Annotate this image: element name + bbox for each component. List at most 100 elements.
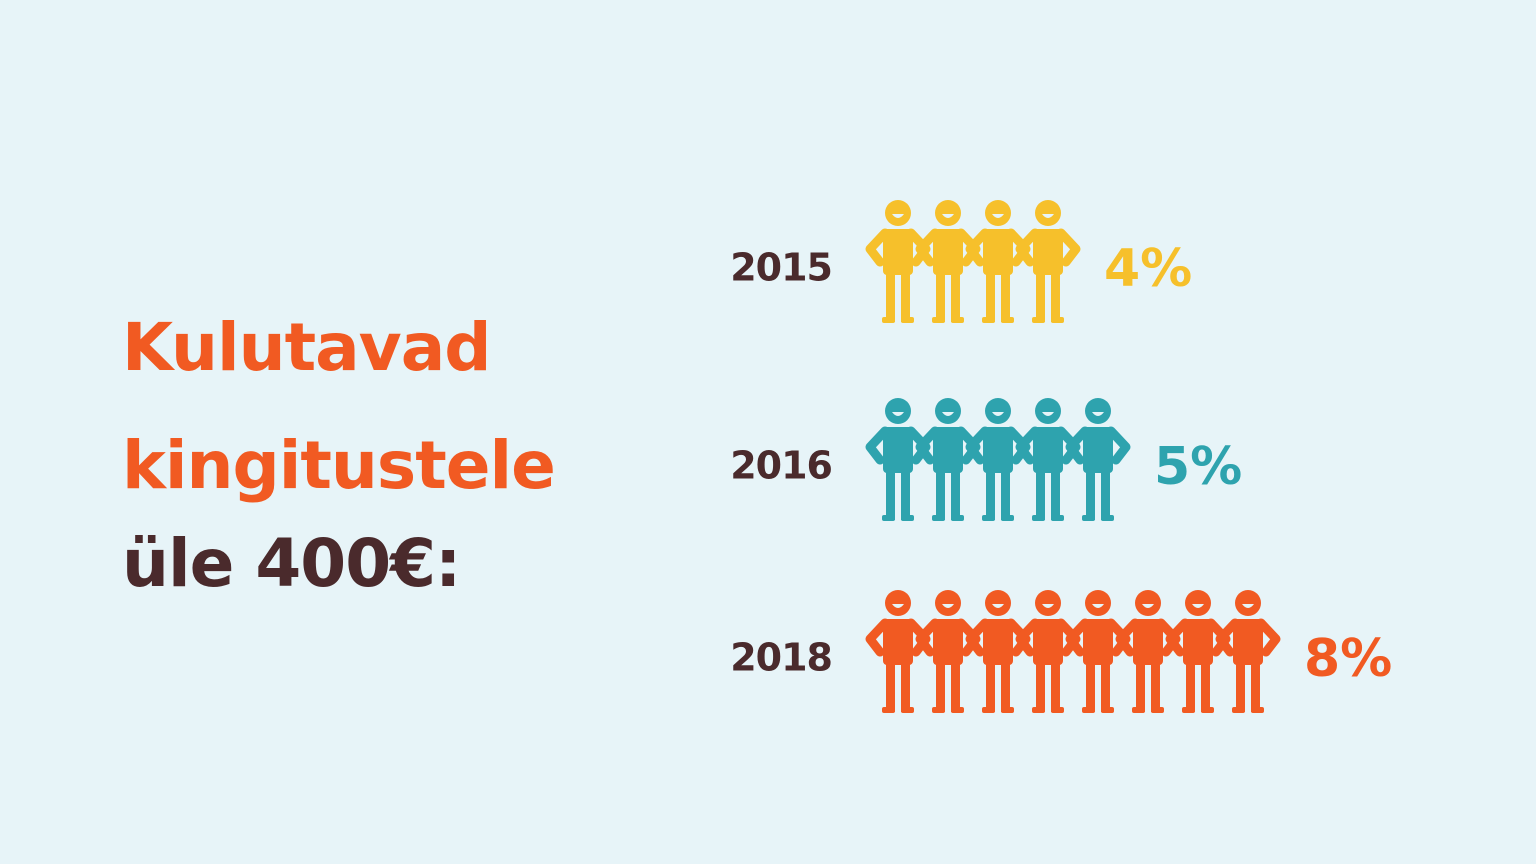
foot	[932, 317, 945, 323]
arm	[865, 228, 890, 267]
leg	[1086, 468, 1095, 520]
head	[935, 590, 961, 616]
value-label: 4%	[1104, 239, 1192, 299]
smile	[1192, 604, 1204, 608]
leg	[936, 270, 945, 322]
leg	[951, 660, 960, 712]
torso	[1083, 619, 1113, 665]
leg	[936, 468, 945, 520]
torso	[883, 427, 913, 473]
pictogram-row	[865, 200, 1081, 323]
leg	[1136, 660, 1145, 712]
leg	[936, 660, 945, 712]
foot	[901, 317, 914, 323]
arm	[865, 618, 890, 657]
leg	[1251, 660, 1260, 712]
arm	[965, 426, 990, 465]
category-label: 2015	[730, 246, 832, 290]
leg	[901, 270, 910, 322]
torso	[1133, 619, 1163, 665]
smile	[892, 604, 904, 608]
leg	[986, 468, 995, 520]
foot	[982, 317, 995, 323]
torso	[1233, 619, 1263, 665]
head	[1235, 590, 1261, 616]
head	[885, 590, 911, 616]
head	[1135, 590, 1161, 616]
arm	[965, 618, 990, 657]
foot	[1032, 515, 1045, 521]
torso	[1033, 619, 1063, 665]
arm	[915, 228, 940, 267]
arm	[1115, 618, 1140, 657]
chart-title: Kulutavad kingitustele	[122, 309, 555, 504]
foot	[932, 707, 945, 713]
leg	[1151, 660, 1160, 712]
foot	[1051, 515, 1064, 521]
smile	[1242, 604, 1254, 608]
leg	[1036, 660, 1045, 712]
smile	[942, 214, 954, 218]
torso	[983, 427, 1013, 473]
foot	[1001, 707, 1014, 713]
torso	[883, 229, 913, 275]
foot	[982, 707, 995, 713]
torso	[933, 229, 963, 275]
arm	[915, 426, 940, 465]
leg	[951, 270, 960, 322]
leg	[1236, 660, 1245, 712]
foot	[1082, 707, 1095, 713]
foot	[1132, 707, 1145, 713]
leg	[886, 660, 895, 712]
torso	[1033, 427, 1063, 473]
head	[1035, 590, 1061, 616]
foot	[1251, 707, 1264, 713]
leg	[1186, 660, 1195, 712]
smile	[892, 412, 904, 416]
arm	[1215, 618, 1240, 657]
leg	[1051, 270, 1060, 322]
head	[935, 398, 961, 424]
foot	[951, 515, 964, 521]
leg	[886, 270, 895, 322]
foot	[1032, 707, 1045, 713]
head	[985, 200, 1011, 226]
foot	[901, 515, 914, 521]
head	[885, 200, 911, 226]
smile	[1092, 412, 1104, 416]
head	[985, 590, 1011, 616]
head	[935, 200, 961, 226]
leg	[1086, 660, 1095, 712]
smile	[992, 214, 1004, 218]
arm	[1015, 618, 1040, 657]
foot	[882, 707, 895, 713]
smile	[1042, 412, 1054, 416]
torso	[1083, 427, 1113, 473]
smile	[942, 412, 954, 416]
smile	[1142, 604, 1154, 608]
pictogram-row	[865, 398, 1131, 521]
value-label: 5%	[1154, 437, 1242, 497]
torso	[983, 619, 1013, 665]
foot	[882, 317, 895, 323]
arm	[1056, 228, 1081, 267]
leg	[986, 270, 995, 322]
leg	[1001, 660, 1010, 712]
leg	[951, 468, 960, 520]
foot	[1001, 317, 1014, 323]
arm	[1106, 426, 1131, 465]
leg	[986, 660, 995, 712]
head	[1085, 590, 1111, 616]
head	[885, 398, 911, 424]
smile	[1042, 604, 1054, 608]
torso	[933, 427, 963, 473]
foot	[1151, 707, 1164, 713]
category-label: 2016	[730, 444, 832, 488]
leg	[886, 468, 895, 520]
head	[1035, 200, 1061, 226]
torso	[883, 619, 913, 665]
arm	[1256, 618, 1281, 657]
foot	[1051, 707, 1064, 713]
